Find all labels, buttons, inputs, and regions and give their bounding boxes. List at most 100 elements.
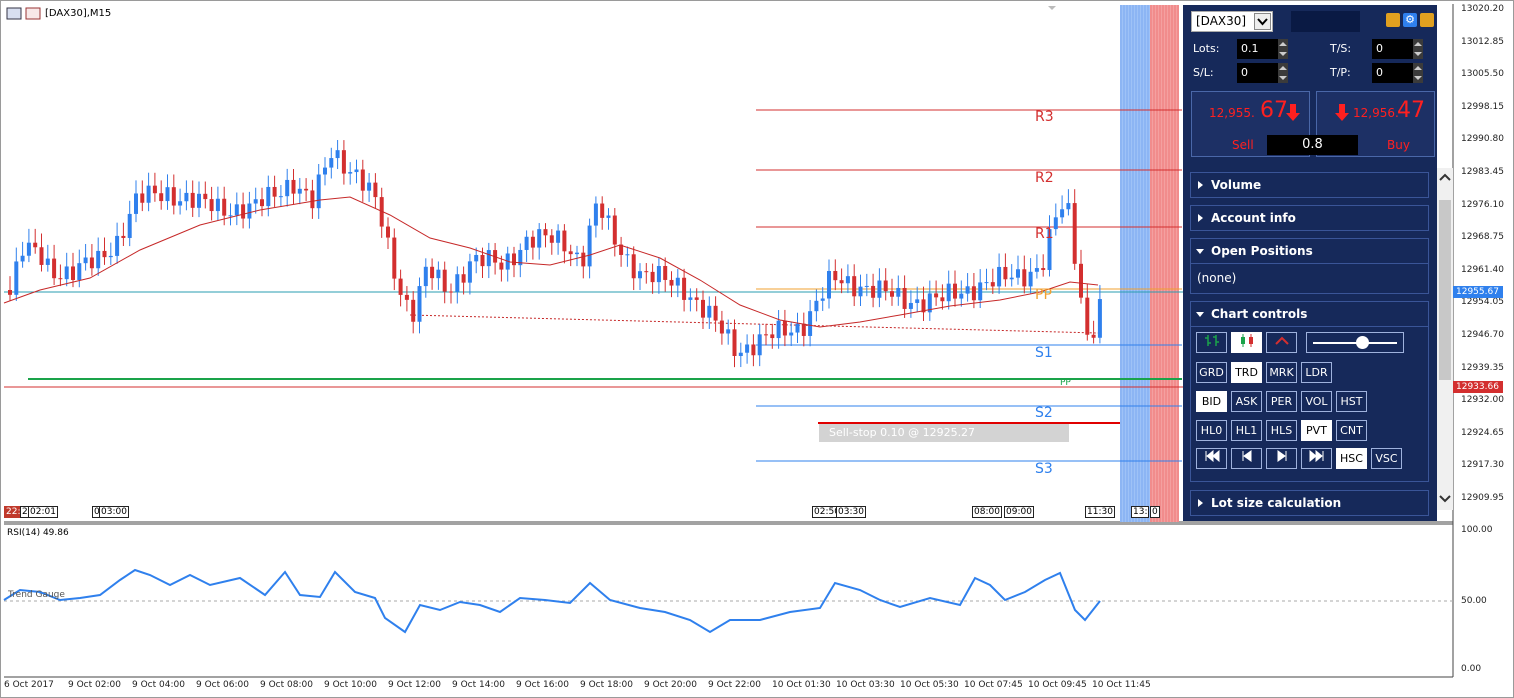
hl1-button[interactable]: HL1: [1231, 420, 1262, 441]
candle-body: [1066, 203, 1071, 210]
candle-body: [26, 242, 31, 256]
panel-scrollbar[interactable]: [1437, 168, 1453, 510]
candle-body: [373, 182, 378, 198]
candle-body: [461, 274, 466, 283]
candle-body: [890, 291, 894, 297]
last-button[interactable]: [1301, 448, 1332, 469]
candle-body: [486, 250, 491, 267]
prev-button[interactable]: [1231, 448, 1262, 469]
sell-stop-order-label[interactable]: Sell-stop 0.10 @ 12925.27: [819, 424, 1069, 442]
hst-button[interactable]: HST: [1336, 391, 1367, 412]
link-icon[interactable]: [1386, 13, 1400, 27]
candle-body: [215, 198, 220, 212]
first-button[interactable]: [1196, 448, 1227, 469]
candle-body: [745, 344, 750, 353]
candle-body: [178, 201, 183, 206]
candle-body: [764, 334, 768, 336]
gear-icon[interactable]: ⚙: [1403, 13, 1417, 27]
candle-body: [354, 169, 359, 173]
zoom-slider-track: [1313, 342, 1397, 344]
symbol-select[interactable]: [DAX30]: [1191, 11, 1273, 32]
candle-body: [404, 294, 409, 300]
lots-stepper[interactable]: [1278, 39, 1288, 59]
candle-body: [367, 182, 372, 191]
candle-body: [575, 252, 579, 255]
hls-button[interactable]: HLS: [1266, 420, 1297, 441]
tp-input[interactable]: 0: [1372, 63, 1413, 83]
candle-body: [971, 286, 976, 301]
hl0-button[interactable]: HL0: [1196, 420, 1227, 441]
sl-stepper[interactable]: [1278, 63, 1288, 83]
account-info-section[interactable]: Account info: [1190, 205, 1429, 231]
candle-body: [417, 286, 422, 322]
volume-section[interactable]: Volume: [1190, 172, 1429, 198]
vsc-button[interactable]: VSC: [1371, 448, 1402, 469]
candle-body: [266, 186, 271, 207]
rsi-axis-100: 100.00: [1461, 525, 1493, 535]
time-axis-label: 10 Oct 03:30: [836, 680, 895, 690]
lot-size-label: Lot size calculation: [1211, 496, 1342, 510]
candle-body: [260, 199, 264, 207]
ask-button[interactable]: ASK: [1231, 391, 1262, 412]
chart-controls-section[interactable]: Chart controls: [1190, 301, 1429, 327]
skip-back-icon: [1205, 449, 1219, 463]
chevron-up-icon[interactable]: [1439, 172, 1451, 182]
symbol-value: [DAX30]: [1196, 14, 1247, 28]
price-axis-label: 12924.65: [1461, 427, 1504, 438]
candle-body: [467, 261, 472, 283]
candle-body: [524, 236, 529, 250]
expand-icon[interactable]: [1420, 13, 1434, 27]
chevron-down-icon[interactable]: [1439, 494, 1451, 504]
price-axis-label: 12961.40: [1461, 264, 1504, 275]
lot-size-section[interactable]: Lot size calculation: [1190, 490, 1429, 516]
candle-body: [1041, 268, 1046, 270]
open-positions-section[interactable]: Open Positions: [1190, 238, 1429, 264]
sl-input[interactable]: 0: [1237, 63, 1278, 83]
next-button[interactable]: [1266, 448, 1297, 469]
bid-button[interactable]: BID: [1196, 391, 1227, 412]
time-label: 03:30: [836, 506, 866, 518]
ldr-button[interactable]: LDR: [1301, 362, 1332, 383]
candle-chart-button[interactable]: [1231, 332, 1262, 353]
hsc-button[interactable]: HSC: [1336, 448, 1367, 469]
time-label: 02:01: [28, 506, 58, 518]
candle-body: [732, 329, 737, 356]
candle-body: [1022, 269, 1027, 287]
tp-stepper[interactable]: [1413, 63, 1423, 83]
candle-body: [140, 193, 145, 203]
zoom-slider-handle[interactable]: [1356, 336, 1369, 349]
time-axis-label: 9 Oct 02:00: [68, 680, 121, 690]
ts-input[interactable]: 0: [1372, 39, 1413, 59]
candle-body: [694, 297, 699, 300]
chart-menu-icon[interactable]: [7, 8, 21, 19]
bar-chart-button[interactable]: [1196, 332, 1227, 353]
candle-body: [39, 247, 44, 265]
line-chart-button[interactable]: [1266, 332, 1297, 353]
candle-body: [480, 254, 485, 267]
candle-body: [197, 193, 201, 208]
chart-close-icon[interactable]: [26, 8, 40, 19]
trd-button[interactable]: TRD: [1231, 362, 1262, 383]
lots-input[interactable]: 0.1: [1237, 39, 1278, 59]
candle-body: [530, 236, 535, 248]
grd-button[interactable]: GRD: [1196, 362, 1227, 383]
scrollbar-thumb[interactable]: [1439, 200, 1451, 380]
candle-body: [33, 242, 38, 248]
cnt-button[interactable]: CNT: [1336, 420, 1367, 441]
ts-stepper[interactable]: [1413, 39, 1423, 59]
pivot-r1: R1: [1035, 226, 1054, 242]
mrk-button[interactable]: MRK: [1266, 362, 1297, 383]
vol-button[interactable]: VOL: [1301, 391, 1332, 412]
zoom-slider[interactable]: [1306, 332, 1404, 353]
candle-body: [518, 249, 523, 266]
open-positions-label: Open Positions: [1211, 244, 1313, 258]
chart-title: [DAX30],M15: [45, 8, 112, 19]
candle-body: [1072, 203, 1077, 264]
chevron-down-icon[interactable]: [1254, 13, 1271, 30]
pvt-button[interactable]: PVT: [1301, 420, 1332, 441]
time-axis-label: 9 Oct 10:00: [324, 680, 377, 690]
candle-body: [379, 197, 384, 227]
candle-body: [934, 293, 939, 298]
per-button[interactable]: PER: [1266, 391, 1297, 412]
